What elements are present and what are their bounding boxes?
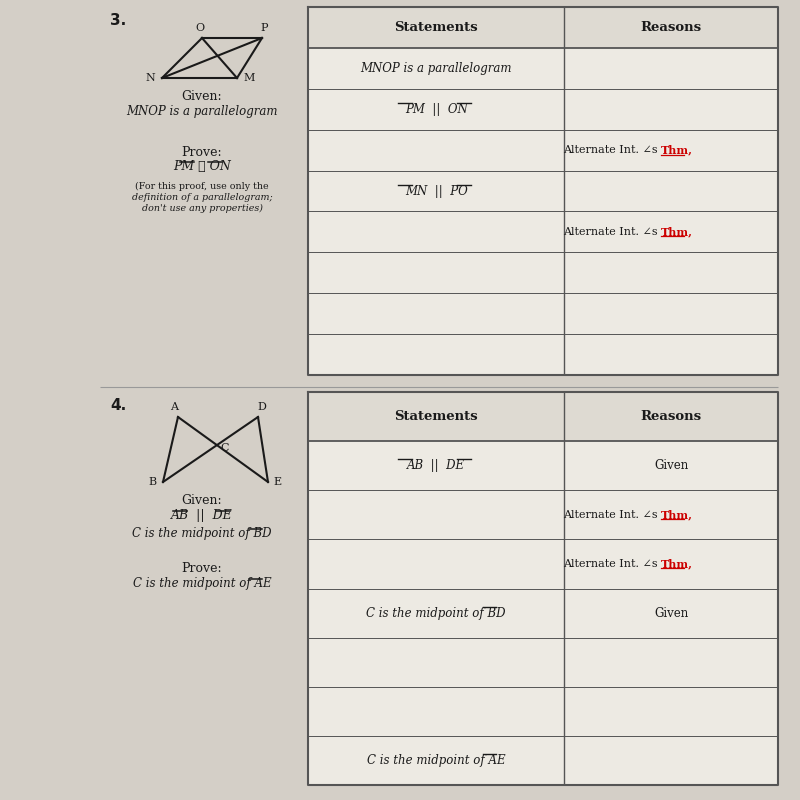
Bar bbox=[308, 392, 778, 785]
Text: (For this proof, use only the: (For this proof, use only the bbox=[135, 182, 269, 190]
Text: A: A bbox=[170, 402, 178, 412]
Text: Alternate Int. ∠s: Alternate Int. ∠s bbox=[563, 145, 661, 155]
Text: MNOP is a parallelogram: MNOP is a parallelogram bbox=[126, 106, 278, 118]
Text: Reasons: Reasons bbox=[641, 410, 702, 423]
Text: P: P bbox=[260, 23, 268, 33]
Text: Given:: Given: bbox=[182, 90, 222, 103]
Text: O: O bbox=[195, 23, 205, 33]
Text: Statements: Statements bbox=[394, 410, 478, 423]
Text: C is the midpoint of AE: C is the midpoint of AE bbox=[366, 754, 506, 767]
Text: Thm,: Thm, bbox=[661, 510, 693, 520]
Text: 3.: 3. bbox=[110, 13, 126, 28]
Text: Alternate Int. ∠s: Alternate Int. ∠s bbox=[563, 559, 661, 569]
Text: AB  ||  DE: AB || DE bbox=[407, 459, 465, 472]
Text: N: N bbox=[146, 73, 155, 83]
Text: Thm,: Thm, bbox=[661, 226, 693, 238]
Text: C is the midpoint of AE: C is the midpoint of AE bbox=[133, 578, 271, 590]
Text: Alternate Int. ∠s: Alternate Int. ∠s bbox=[563, 510, 661, 520]
Text: PM  ||  ON: PM || ON bbox=[405, 102, 467, 116]
Text: AB  ||  DE: AB || DE bbox=[171, 510, 233, 522]
Text: MNOP is a parallelogram: MNOP is a parallelogram bbox=[360, 62, 512, 75]
Text: D: D bbox=[258, 402, 266, 412]
Text: MN  ||  PO: MN || PO bbox=[405, 185, 467, 198]
Text: C: C bbox=[220, 443, 229, 453]
Bar bbox=[308, 392, 778, 441]
Text: Reasons: Reasons bbox=[641, 21, 702, 34]
Text: 4.: 4. bbox=[110, 398, 126, 413]
Text: Thm,: Thm, bbox=[661, 558, 693, 570]
Text: B: B bbox=[149, 477, 157, 487]
Text: Given: Given bbox=[654, 459, 688, 472]
Text: Prove:: Prove: bbox=[182, 146, 222, 158]
Text: C is the midpoint of BD: C is the midpoint of BD bbox=[132, 527, 272, 541]
Text: definition of a parallelogram;: definition of a parallelogram; bbox=[132, 193, 272, 202]
Text: M: M bbox=[243, 73, 254, 83]
Text: Prove:: Prove: bbox=[182, 562, 222, 574]
Text: Given: Given bbox=[654, 606, 688, 619]
Text: Thm,: Thm, bbox=[661, 145, 693, 156]
Text: E: E bbox=[273, 477, 281, 487]
Text: Alternate Int. ∠s: Alternate Int. ∠s bbox=[563, 227, 661, 237]
Bar bbox=[308, 7, 778, 48]
Bar bbox=[308, 7, 778, 375]
Text: don't use any properties): don't use any properties) bbox=[142, 203, 262, 213]
Text: Statements: Statements bbox=[394, 21, 478, 34]
Text: C is the midpoint of BD: C is the midpoint of BD bbox=[366, 606, 506, 619]
Text: PM ≅ ON: PM ≅ ON bbox=[173, 161, 231, 174]
Text: Given:: Given: bbox=[182, 494, 222, 506]
